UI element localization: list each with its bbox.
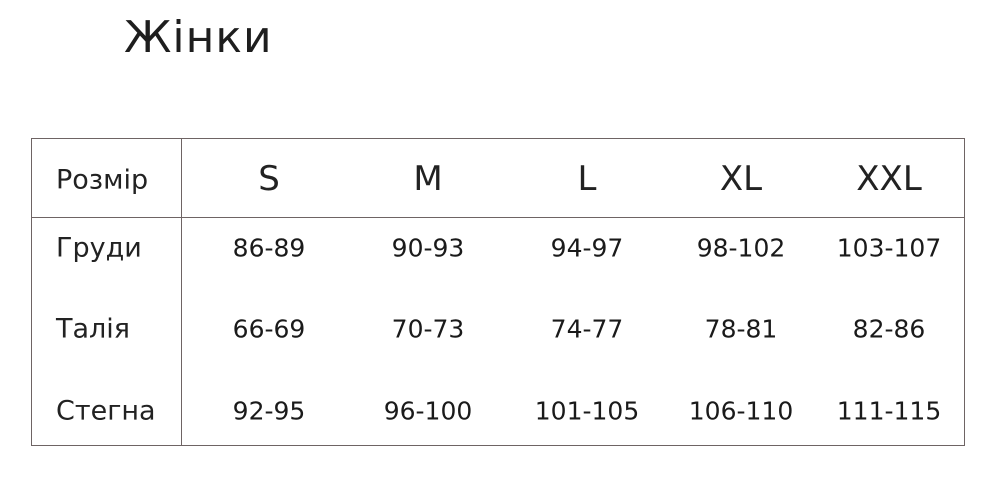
header-label: Розмір: [56, 164, 149, 196]
row-label-waist: Талія: [56, 313, 131, 345]
page-title: Жінки: [124, 12, 273, 63]
table-cell: 78-81: [704, 314, 778, 344]
table-cell: 96-100: [383, 396, 473, 426]
table-cell: 111-115: [836, 396, 942, 426]
row-label-hips: Стегна: [56, 395, 156, 427]
table-cell: 98-102: [696, 233, 786, 263]
size-xl: XL: [719, 159, 763, 199]
table-cell: 92-95: [232, 396, 306, 426]
table-cell: 86-89: [232, 233, 306, 263]
column-divider: [181, 139, 182, 445]
size-s: S: [258, 159, 280, 199]
header-divider: [32, 217, 964, 218]
size-l: L: [577, 159, 597, 199]
table-cell: 101-105: [534, 396, 640, 426]
size-m: M: [413, 159, 443, 199]
table-cell: 74-77: [550, 314, 624, 344]
table-cell: 66-69: [232, 314, 306, 344]
table-cell: 94-97: [550, 233, 624, 263]
table-cell: 103-107: [836, 233, 942, 263]
table-cell: 106-110: [688, 396, 794, 426]
table-cell: 90-93: [391, 233, 465, 263]
row-label-chest: Груди: [56, 232, 142, 264]
size-xxl: XXL: [856, 159, 922, 199]
table-cell: 82-86: [852, 314, 926, 344]
size-table: Розмір S M L XL XXL Груди 86-89 90-93 94…: [31, 138, 965, 446]
table-cell: 70-73: [391, 314, 465, 344]
